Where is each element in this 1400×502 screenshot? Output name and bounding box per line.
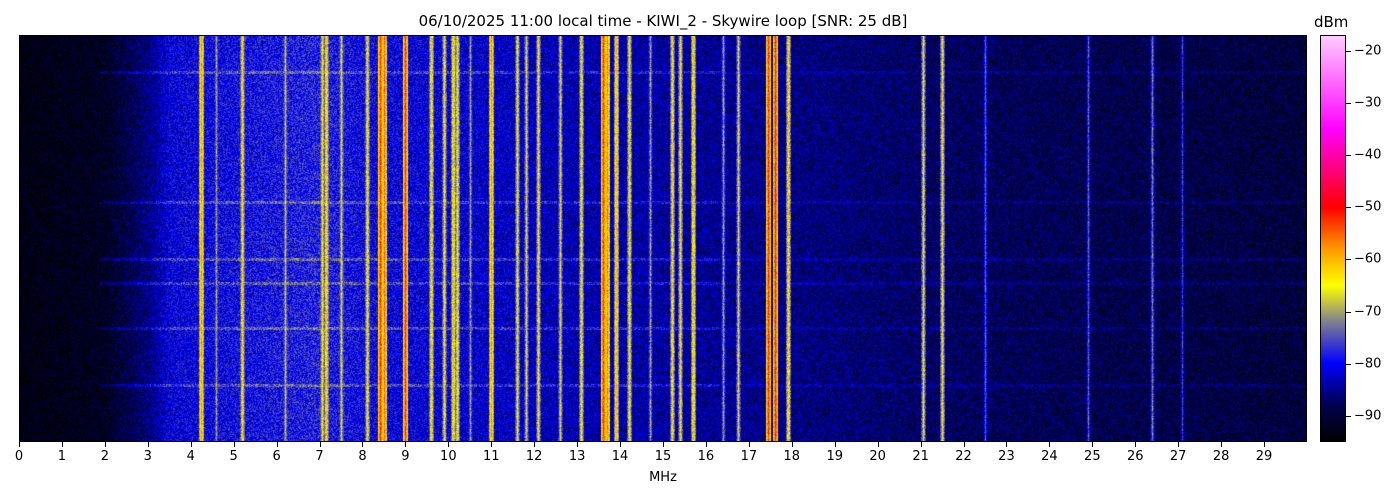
x-tick-label: 21 <box>912 449 929 464</box>
x-tick <box>1135 442 1137 447</box>
x-axis-label: MHz <box>649 470 677 485</box>
x-tick-label: 16 <box>697 449 715 464</box>
colorbar-tick-label: −80 <box>1354 356 1382 372</box>
x-tick <box>705 442 707 447</box>
x-tick-label: 7 <box>315 449 324 464</box>
x-tick-label: 9 <box>401 449 410 464</box>
x-tick <box>147 442 149 447</box>
colorbar-tick-label: −90 <box>1354 408 1382 424</box>
x-tick-label: 26 <box>1126 449 1144 464</box>
colorbar-tick-label: −20 <box>1354 43 1382 59</box>
colorbar-tick <box>1346 207 1351 209</box>
x-tick-label: 18 <box>783 449 801 464</box>
x-tick <box>491 442 493 447</box>
plot-frame <box>19 35 1307 442</box>
colorbar-tick-label: −60 <box>1354 251 1382 267</box>
chart-title: 06/10/2025 11:00 local time - KIWI_2 - S… <box>418 12 908 30</box>
x-tick-label: 22 <box>955 449 972 464</box>
x-tick-label: 0 <box>14 449 24 464</box>
x-tick-label: 25 <box>1084 449 1101 464</box>
x-tick-label: 29 <box>1255 449 1273 464</box>
x-tick <box>104 442 106 447</box>
x-tick <box>1221 442 1223 447</box>
x-tick <box>920 442 922 447</box>
x-tick <box>448 442 450 447</box>
colorbar-tick <box>1346 50 1351 52</box>
x-tick <box>1178 442 1180 447</box>
x-tick-label: 10 <box>440 449 457 464</box>
x-tick <box>877 442 879 447</box>
x-tick-label: 3 <box>143 449 152 464</box>
x-tick <box>534 442 536 447</box>
x-tick <box>577 442 579 447</box>
x-tick <box>1264 442 1266 447</box>
x-tick-label: 15 <box>654 449 672 464</box>
colorbar-tick <box>1346 415 1351 417</box>
x-tick-label: 14 <box>611 449 629 464</box>
x-tick-label: 23 <box>998 449 1015 464</box>
x-tick <box>233 442 235 447</box>
x-tick <box>1049 442 1051 447</box>
x-tick <box>405 442 407 447</box>
x-tick-label: 28 <box>1212 449 1230 464</box>
colorbar-tick <box>1346 102 1351 104</box>
colorbar-tick-label: −70 <box>1354 304 1382 320</box>
waterfall-heatmap <box>19 35 1307 442</box>
x-tick <box>61 442 63 447</box>
x-tick-label: 19 <box>826 449 843 464</box>
x-tick <box>1092 442 1094 447</box>
colorbar-label: dBm <box>1314 13 1349 31</box>
x-tick-label: 1 <box>57 449 67 464</box>
x-tick <box>19 442 20 447</box>
x-tick-label: 11 <box>482 449 500 464</box>
x-axis: 0 1 2 3 4 5 6 7 8 9 10 11 12 13 14 15 16 17 18 19 20 21 22 23 24… <box>0 442 1320 502</box>
colorbar-tick <box>1346 363 1351 365</box>
colorbar-tick <box>1346 155 1351 156</box>
x-tick <box>748 442 750 447</box>
x-tick <box>319 442 321 447</box>
x-tick-label: 4 <box>186 449 195 464</box>
x-tick-label: 17 <box>740 449 758 464</box>
colorbar-tick <box>1346 311 1351 313</box>
x-tick-label: 8 <box>358 449 367 464</box>
colorbar-tick-label: −50 <box>1354 199 1382 215</box>
x-tick-label: 20 <box>869 449 886 464</box>
x-tick <box>663 442 664 447</box>
x-tick <box>834 442 836 447</box>
x-tick <box>276 442 278 447</box>
x-tick-label: 6 <box>272 449 281 464</box>
colorbar-tick-label: −40 <box>1354 147 1382 163</box>
colorbar <box>1320 35 1346 442</box>
x-tick-label: 13 <box>568 449 586 464</box>
x-tick <box>620 442 622 447</box>
x-tick <box>1006 442 1008 447</box>
colorbar-tick-label: −30 <box>1354 95 1382 111</box>
x-tick-label: 27 <box>1169 449 1187 464</box>
x-tick-label: 5 <box>229 449 238 464</box>
x-tick-label: 12 <box>525 449 543 464</box>
x-tick <box>791 442 793 447</box>
colorbar-tick <box>1346 259 1351 261</box>
x-tick-label: 24 <box>1041 449 1058 464</box>
x-tick <box>362 442 364 447</box>
x-tick-label: 2 <box>100 449 109 464</box>
x-tick <box>190 442 192 447</box>
x-tick <box>963 442 965 447</box>
